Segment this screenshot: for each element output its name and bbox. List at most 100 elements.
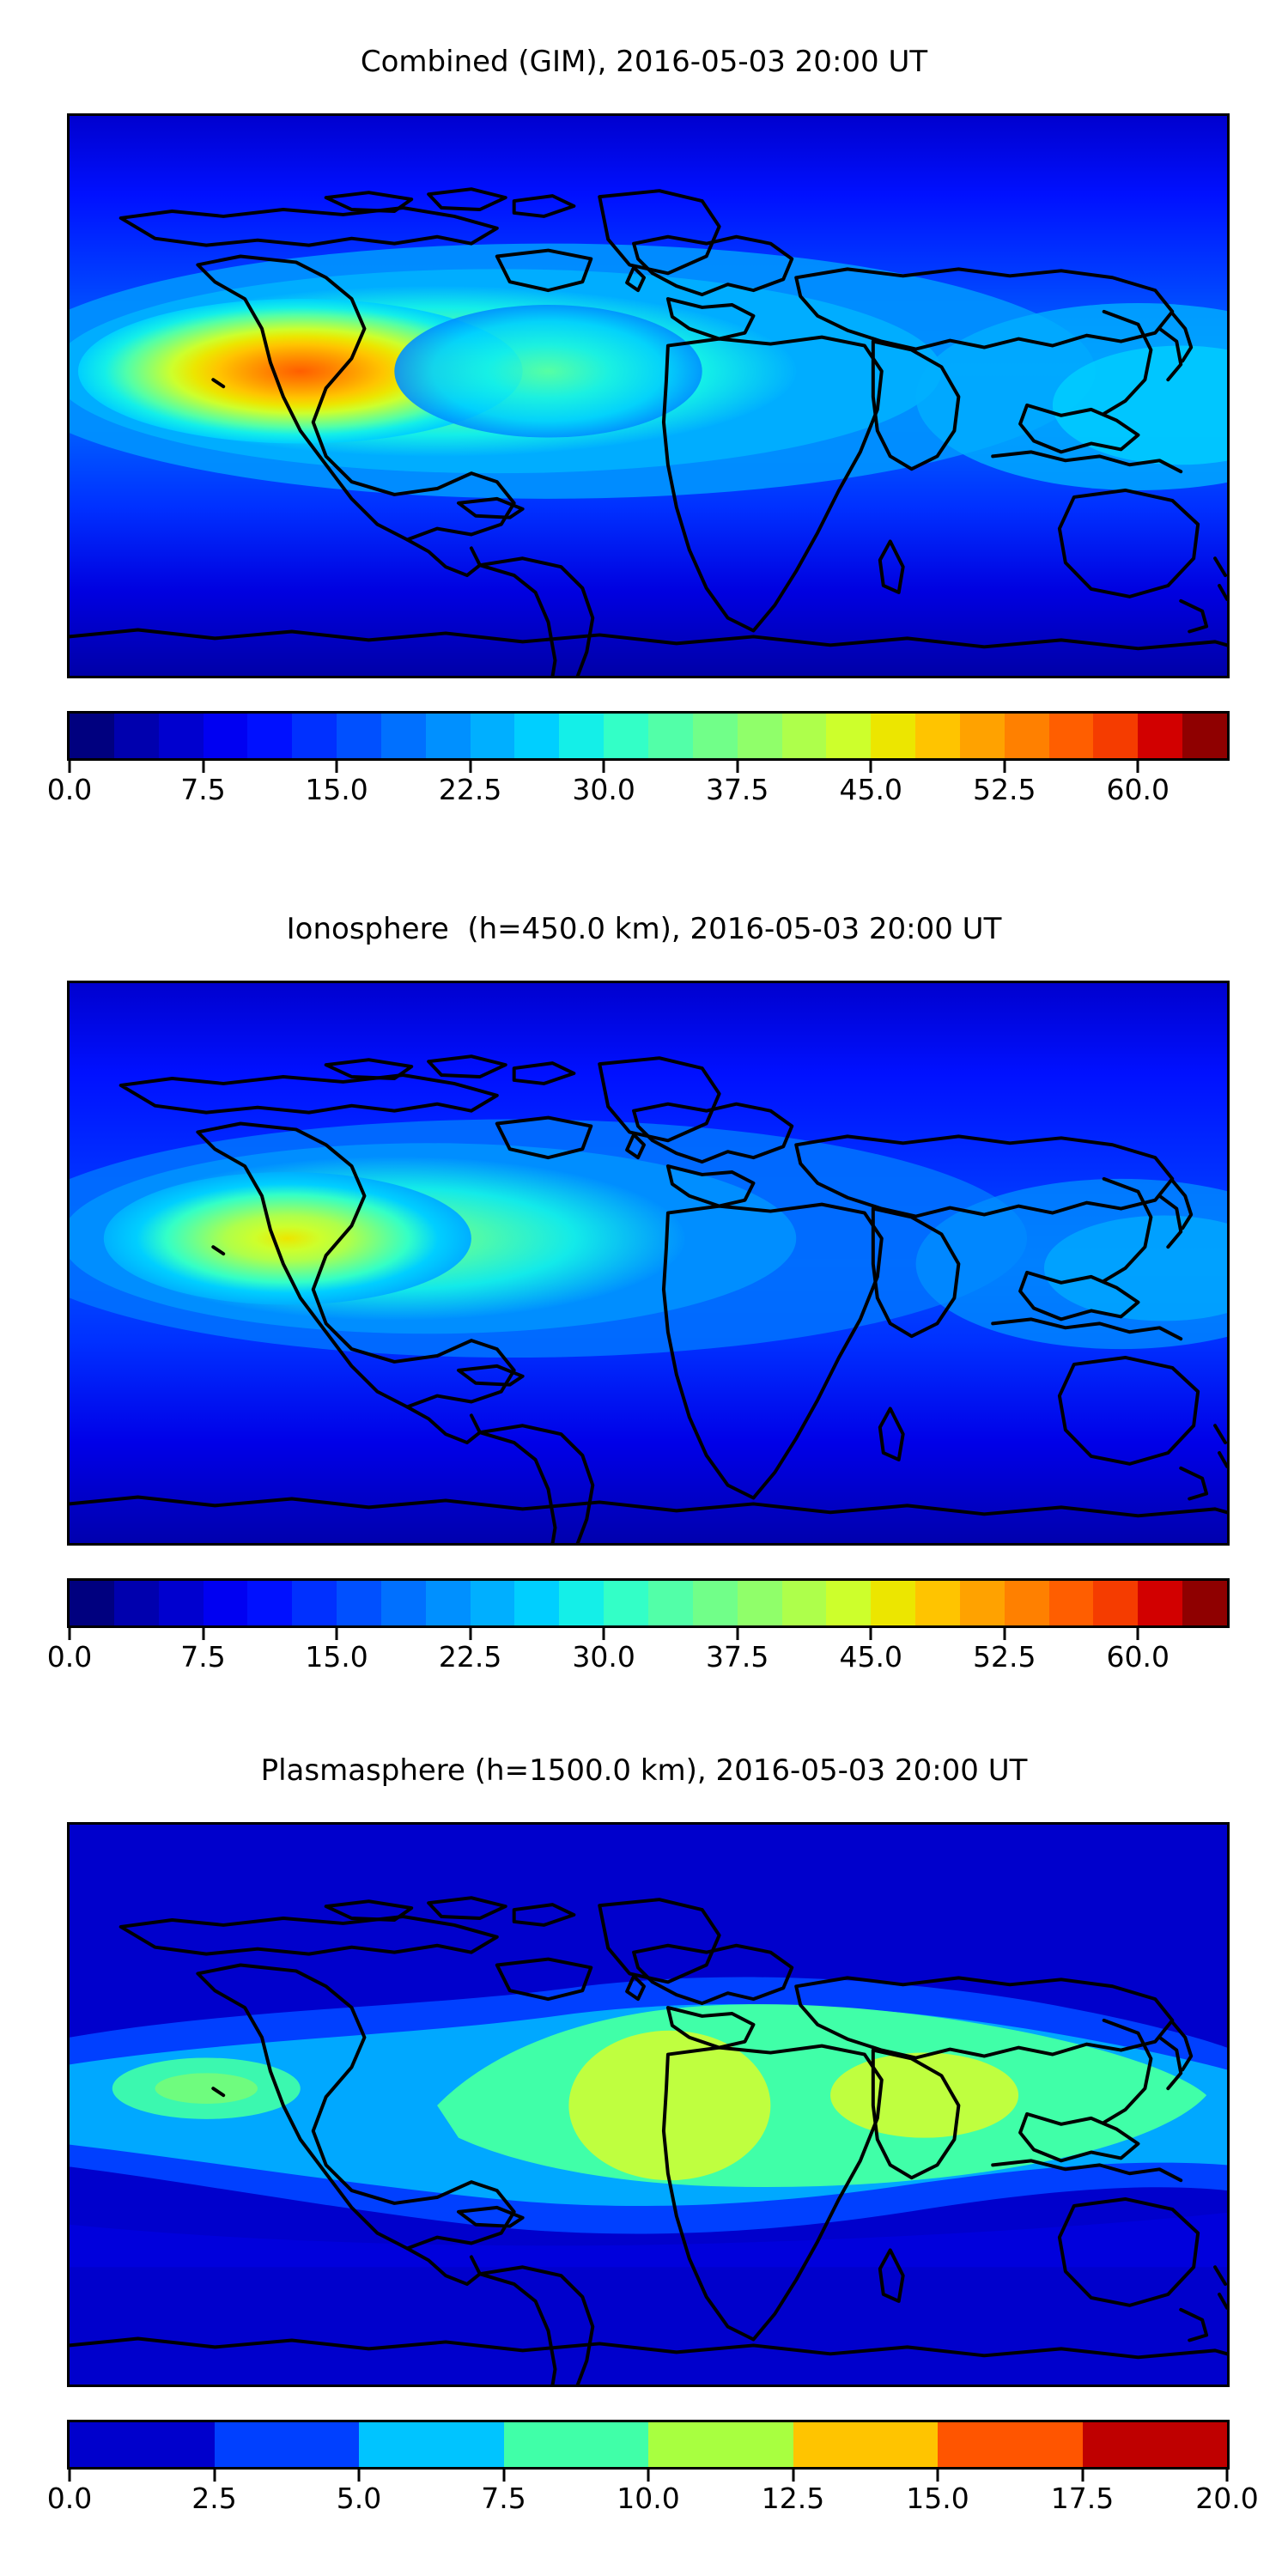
colorbar-band-10 [514, 1581, 560, 1625]
colorbar-tick-label: 30.0 [572, 1640, 635, 1674]
colorbar-band-6 [337, 1581, 381, 1625]
colorbar-band-2 [158, 1581, 204, 1625]
colorbar-ticks-plasmasphere [67, 2470, 1230, 2482]
colorbar-tick-label: 7.5 [180, 773, 226, 806]
colorbar-band-12 [604, 1581, 648, 1625]
colorbar-tick [736, 761, 739, 773]
colorbar-band-25 [1182, 1581, 1227, 1625]
colorbar-band-5 [292, 1581, 337, 1625]
colorbar-band-1 [214, 2422, 359, 2467]
map-ionosphere [67, 981, 1230, 1546]
colorbar-gradient-ionosphere [67, 1578, 1230, 1628]
colorbar-tick-label: 0.0 [46, 773, 93, 806]
colorbar-band-1 [113, 714, 159, 758]
colorbar-band-14 [692, 1581, 738, 1625]
colorbar-band-7 [380, 714, 426, 758]
colorbar-tick [792, 2470, 794, 2482]
colorbar-band-13 [647, 714, 693, 758]
colorbar-ionosphere: 0.0 7.5 15.0 22.5 30.0 37.5 45.0 52.5 60.0 [47, 1578, 1230, 1698]
colorbar-ticks-combined-gim [67, 761, 1230, 773]
colorbar-tick [202, 1628, 205, 1640]
colorbar-tick [1136, 1628, 1139, 1640]
colorbar-tick [1003, 761, 1006, 773]
colorbar-band-19 [915, 1581, 960, 1625]
colorbar-tick-label: 60.0 [1106, 1640, 1170, 1674]
colorbar-tick [1225, 2470, 1229, 2482]
colorbar-band-21 [1004, 1581, 1049, 1625]
colorbar-band-5 [793, 2422, 938, 2467]
colorbar-band-9 [470, 714, 515, 758]
colorbar-band-3 [503, 2422, 648, 2467]
colorbar-tick-label: 45.0 [839, 773, 902, 806]
colorbar-tick-label: 5.0 [336, 2482, 382, 2515]
map-canvas-combined-gim [70, 116, 1227, 676]
colorbar-tick [869, 1628, 872, 1640]
colorbar-band-17 [826, 1581, 872, 1625]
colorbar-tick-label: 7.5 [481, 2482, 526, 2515]
colorbar-tick [647, 2470, 650, 2482]
colorbar-gradient-plasmasphere [67, 2420, 1230, 2470]
colorbar-tick [68, 1628, 71, 1640]
colorbar-band-0 [70, 714, 114, 758]
colorbar-tick-label: 22.5 [438, 773, 502, 806]
colorbar-band-0 [70, 2422, 215, 2467]
colorbar-band-12 [604, 714, 648, 758]
colorbar-tick [736, 1628, 739, 1640]
colorbar-tick [502, 2470, 505, 2482]
colorbar-band-22 [1048, 1581, 1094, 1625]
colorbar-band-8 [425, 714, 471, 758]
colorbar-band-11 [559, 714, 605, 758]
map-combined-gim [67, 113, 1230, 678]
colorbar-band-13 [647, 1581, 693, 1625]
colorbar-band-18 [871, 1581, 916, 1625]
colorbar-band-19 [915, 714, 960, 758]
colorbar-tick-labels-combined-gim: 0.0 7.5 15.0 22.5 30.0 37.5 45.0 52.5 60.0 [47, 773, 1230, 811]
colorbar-tick [213, 2470, 216, 2482]
colorbar-tick-label: 2.5 [191, 2482, 237, 2515]
colorbar-band-7 [380, 1581, 426, 1625]
colorbar-tick-labels-ionosphere: 0.0 7.5 15.0 22.5 30.0 37.5 45.0 52.5 60.0 [47, 1640, 1230, 1678]
colorbar-tick-label: 0.0 [46, 2482, 93, 2515]
colorbar-band-2 [359, 2422, 504, 2467]
colorbar-tick-label: 15.0 [906, 2482, 969, 2515]
colorbar-band-2 [158, 714, 204, 758]
colorbar-band-8 [425, 1581, 471, 1625]
colorbar-tick-label: 52.5 [973, 1640, 1036, 1674]
colorbar-tick [1081, 2470, 1084, 2482]
colorbar-tick-label: 45.0 [839, 1640, 902, 1674]
colorbar-band-0 [70, 1581, 114, 1625]
colorbar-tick-label: 0.0 [46, 1640, 93, 1674]
colorbar-tick [202, 761, 205, 773]
colorbar-tick [335, 1628, 338, 1640]
colorbar-band-15 [737, 714, 782, 758]
colorbar-tick-label: 7.5 [180, 1640, 226, 1674]
colorbar-tick [469, 1628, 472, 1640]
colorbar-gradient-combined-gim [67, 711, 1230, 761]
colorbar-band-7 [1082, 2422, 1227, 2467]
colorbar-tick [602, 1628, 605, 1640]
colorbar-tick-label: 20.0 [1195, 2482, 1259, 2515]
colorbar-band-18 [871, 714, 916, 758]
colorbar-band-23 [1093, 1581, 1139, 1625]
colorbar-tick [357, 2470, 361, 2482]
colorbar-tick-label: 22.5 [438, 1640, 502, 1674]
colorbar-tick-label: 52.5 [973, 773, 1036, 806]
panel-ionosphere: Ionosphere (h=450.0 km), 2016-05-03 20:0… [0, 867, 1288, 1726]
colorbar-tick [68, 2470, 71, 2482]
colorbar-tick-label: 37.5 [705, 1640, 769, 1674]
colorbar-band-10 [514, 714, 560, 758]
colorbar-band-20 [959, 714, 1005, 758]
panel-plasmasphere: Plasmasphere (h=1500.0 km), 2016-05-03 2… [0, 1735, 1288, 2576]
colorbar-band-4 [247, 714, 293, 758]
colorbar-plasmasphere: 0.0 2.5 5.0 7.5 10.0 12.5 15.0 17.5 20.0 [47, 2420, 1259, 2540]
colorbar-tick [869, 761, 872, 773]
colorbar-band-4 [648, 2422, 793, 2467]
colorbar-band-24 [1138, 1581, 1183, 1625]
colorbar-band-5 [292, 714, 337, 758]
colorbar-tick-label: 15.0 [305, 1640, 368, 1674]
colorbar-band-15 [737, 1581, 782, 1625]
colorbar-tick [68, 761, 71, 773]
colorbar-tick [469, 761, 472, 773]
map-canvas-ionosphere [70, 983, 1227, 1543]
colorbar-band-3 [203, 714, 248, 758]
